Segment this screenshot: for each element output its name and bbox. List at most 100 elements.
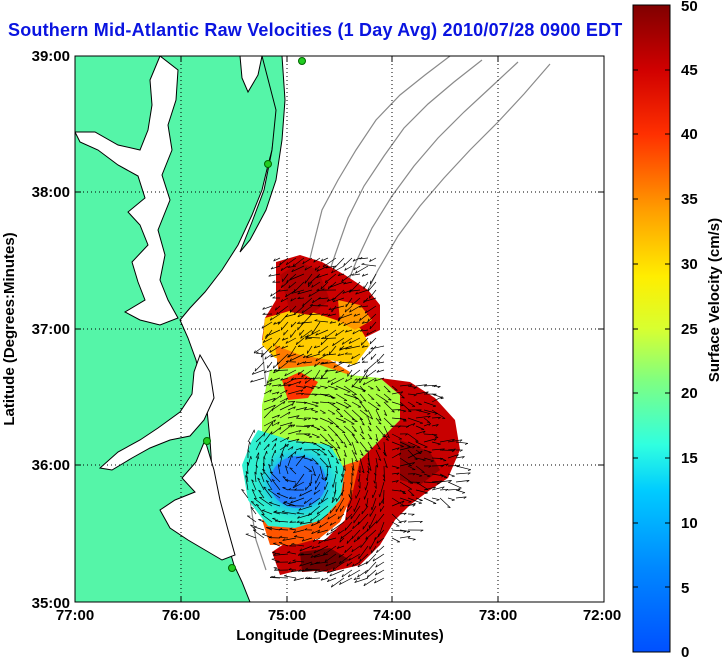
velocity-arrow [431,441,441,445]
velocity-arrow-head [441,486,445,490]
velocity-arrow [289,305,297,313]
velocity-arrow-head [421,471,425,473]
velocity-arrow [340,529,353,540]
colorbar-tick-label: 10 [681,515,698,532]
velocity-arrow [399,481,413,490]
velocity-arrow [314,265,321,271]
velocity-arrow-head [307,576,310,580]
velocity-arrow [351,529,361,539]
velocity-arrow-head [301,310,304,314]
velocity-arrow-head [283,574,288,577]
velocity-arrow [263,450,268,459]
velocity-arrow-head [388,399,392,401]
velocity-arrow [317,529,329,534]
velocity-arrow-head [374,572,378,576]
velocity-arrow [251,479,257,491]
velocity-arrow [261,513,273,523]
velocity-arrow-head [368,351,370,355]
velocity-arrow-head [399,452,402,456]
velocity-arrow [277,289,289,292]
velocity-arrow [339,537,345,543]
velocity-arrow [299,329,305,336]
velocity-arrow-head [277,421,280,425]
velocity-arrow-head [273,368,277,371]
velocity-arrow [407,537,416,540]
velocity-arrow-head [315,463,319,465]
velocity-arrow [326,569,337,574]
velocity-arrow-head [287,551,291,553]
velocity-arrow-head [355,291,358,295]
velocity-arrow [329,345,337,355]
velocity-arrow [305,569,321,571]
velocity-arrow-head [273,404,276,408]
velocity-arrow [270,353,281,358]
velocity-arrow-head [368,429,372,432]
velocity-arrow-head [272,408,274,412]
velocity-arrow-head [370,356,373,360]
velocity-arrow [319,385,328,388]
velocity-arrow-head [366,470,370,474]
velocity-arrow [439,463,449,467]
velocity-arrow-head [330,455,334,458]
velocity-arrow [271,394,283,403]
velocity-arrow [359,313,369,321]
velocity-arrow [293,305,305,316]
velocity-arrow-head [371,507,373,511]
velocity-arrow-head [354,452,357,455]
velocity-arrow-head [275,560,279,563]
velocity-arrow [311,281,321,288]
velocity-arrow [287,265,297,268]
velocity-arrow-head [334,388,338,391]
velocity-arrow [399,441,411,448]
velocity-arrow-head [348,289,352,292]
velocity-arrow [273,553,289,556]
velocity-arrow-head [310,387,315,390]
velocity-arrow [415,465,425,473]
velocity-arrow [283,329,289,336]
velocity-arrow-head [376,369,380,373]
velocity-arrow [311,441,326,451]
velocity-arrow-head [269,471,274,474]
velocity-arrow-head [261,513,265,515]
velocity-arrow [311,425,321,430]
velocity-arrow [258,519,265,523]
velocity-arrow-head [284,373,287,377]
colorbar-tick-label: 35 [681,191,698,208]
velocity-arrow-head [378,494,381,498]
barrier-islands [239,56,286,253]
velocity-arrow-head [403,520,407,523]
velocity-arrow-head [275,438,278,442]
velocity-arrow [262,305,273,310]
velocity-arrow-head [338,554,341,558]
velocity-arrow [324,553,337,563]
velocity-arrow [268,273,281,277]
velocity-arrow-head [291,269,294,273]
velocity-arrow [289,467,297,475]
velocity-arrow [317,513,329,523]
velocity-arrow-head [348,557,351,561]
velocity-arrow-head [403,530,407,533]
velocity-arrow-head [251,501,255,503]
velocity-arrow [407,489,415,496]
velocity-arrow [351,297,361,306]
velocity-arrow [297,321,305,331]
velocity-arrow [407,393,417,396]
velocity-arrow-head [326,298,330,302]
velocity-arrow-head [327,579,330,582]
velocity-arrow [291,543,305,547]
velocity-arrow [335,385,351,393]
velocity-arrow-head [328,465,332,469]
velocity-arrow-head [336,546,340,549]
velocity-arrow [311,385,321,389]
velocity-arrow-head [441,465,444,468]
velocity-arrow [335,417,347,423]
velocity-arrow [311,409,319,413]
velocity-arrow-head [384,465,388,469]
colorbar-tick-label: 40 [681,126,698,143]
velocity-arrow-head [321,288,325,291]
velocity-arrow [315,473,321,484]
velocity-arrow [361,273,369,277]
velocity-arrow [423,384,437,387]
velocity-arrow [343,321,353,327]
velocity-arrow [290,329,297,338]
